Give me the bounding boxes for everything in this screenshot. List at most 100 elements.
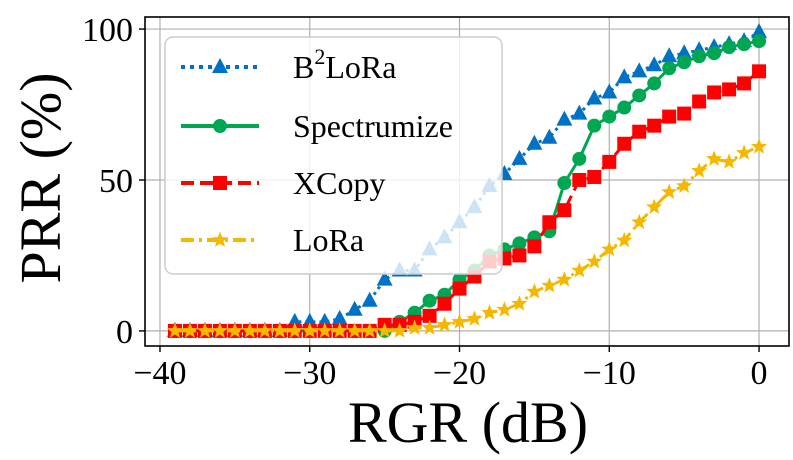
data-point [752, 34, 767, 49]
data-point [586, 89, 603, 105]
data-point [571, 262, 588, 278]
data-point [466, 310, 483, 326]
data-point [301, 322, 318, 338]
legend-label-base: B [293, 49, 314, 85]
data-point [602, 154, 617, 169]
data-point [692, 49, 707, 64]
data-point [616, 68, 633, 84]
data-point [751, 23, 768, 39]
data-point [750, 138, 768, 154]
x-tick-label: −40 [133, 355, 186, 392]
data-point [661, 47, 678, 63]
legend-label: Spectrumize [293, 108, 453, 144]
data-point [376, 322, 393, 338]
legend-entry: LoRa [181, 222, 364, 258]
data-point [735, 144, 753, 160]
plot-series [166, 23, 768, 338]
data-point [572, 172, 587, 187]
data-point [646, 198, 663, 215]
data-point [241, 322, 258, 338]
data-point [677, 106, 692, 121]
data-point [541, 277, 558, 293]
data-point [691, 162, 708, 178]
data-point [421, 319, 438, 335]
axis-ticks: −40 −30 −20 −10 0 0 50 100 [82, 12, 768, 392]
data-point [646, 56, 663, 72]
data-point [436, 316, 453, 332]
data-point [707, 46, 722, 61]
data-point [541, 128, 558, 144]
legend-entry: B2LoRa [181, 44, 396, 85]
legend-marker [212, 58, 228, 73]
data-point [602, 109, 617, 124]
data-point [376, 270, 393, 286]
data-point [722, 40, 737, 55]
data-point [211, 322, 228, 338]
data-point [556, 271, 573, 287]
series-lora [166, 138, 768, 338]
data-point [631, 213, 648, 230]
legend-entry: XCopy [181, 165, 385, 201]
legend-marker [213, 119, 227, 133]
data-point [647, 118, 662, 133]
y-tick-label: 50 [99, 163, 133, 200]
data-point [692, 94, 707, 109]
data-point [601, 240, 618, 257]
data-point [452, 281, 467, 296]
data-point [422, 293, 437, 308]
data-point [346, 322, 363, 338]
data-point [511, 295, 528, 311]
legend-marker [211, 231, 229, 247]
y-axis-label: PRR (%) [8, 72, 73, 283]
legend-label-superscript: 2 [314, 44, 325, 69]
data-point [586, 252, 603, 269]
data-point [422, 308, 437, 323]
data-point [451, 313, 468, 329]
data-point [361, 291, 378, 307]
data-point [737, 37, 752, 52]
data-point [752, 64, 767, 79]
data-point [707, 85, 722, 100]
data-point [601, 83, 618, 99]
x-tick-label: −20 [433, 355, 486, 392]
data-point [571, 104, 588, 120]
data-point [512, 248, 527, 263]
data-point [587, 118, 602, 133]
legend-entry: Spectrumize [181, 108, 453, 144]
legend-label: LoRa [293, 222, 364, 258]
data-point [496, 301, 513, 317]
data-point [196, 322, 213, 338]
data-point [632, 88, 647, 103]
data-point [271, 322, 288, 338]
x-tick-label: 0 [751, 355, 768, 392]
data-point [677, 55, 692, 70]
data-point [676, 177, 693, 193]
legend-marker [213, 176, 227, 190]
legend: B2LoRa Spectrumize XCopy LoRa [164, 36, 503, 275]
data-point [661, 183, 678, 199]
data-point [557, 176, 572, 191]
data-point [706, 150, 723, 166]
data-point [676, 44, 693, 60]
data-point [572, 151, 587, 166]
legend-box [164, 36, 503, 275]
series-line [174, 145, 760, 333]
data-point [617, 100, 632, 115]
data-point [166, 322, 184, 338]
y-tick-label: 0 [116, 314, 133, 351]
data-point [181, 322, 199, 338]
data-point [647, 76, 662, 91]
legend-label: B2LoRa [293, 44, 396, 85]
data-point [331, 309, 348, 325]
data-point [542, 215, 557, 230]
x-tick-label: −10 [583, 355, 636, 392]
data-point [256, 322, 273, 338]
data-point [737, 76, 752, 91]
data-point [511, 149, 528, 165]
data-point [226, 322, 243, 338]
data-point [512, 236, 527, 251]
data-point [361, 322, 378, 338]
data-point [722, 82, 737, 97]
data-point [662, 109, 677, 124]
